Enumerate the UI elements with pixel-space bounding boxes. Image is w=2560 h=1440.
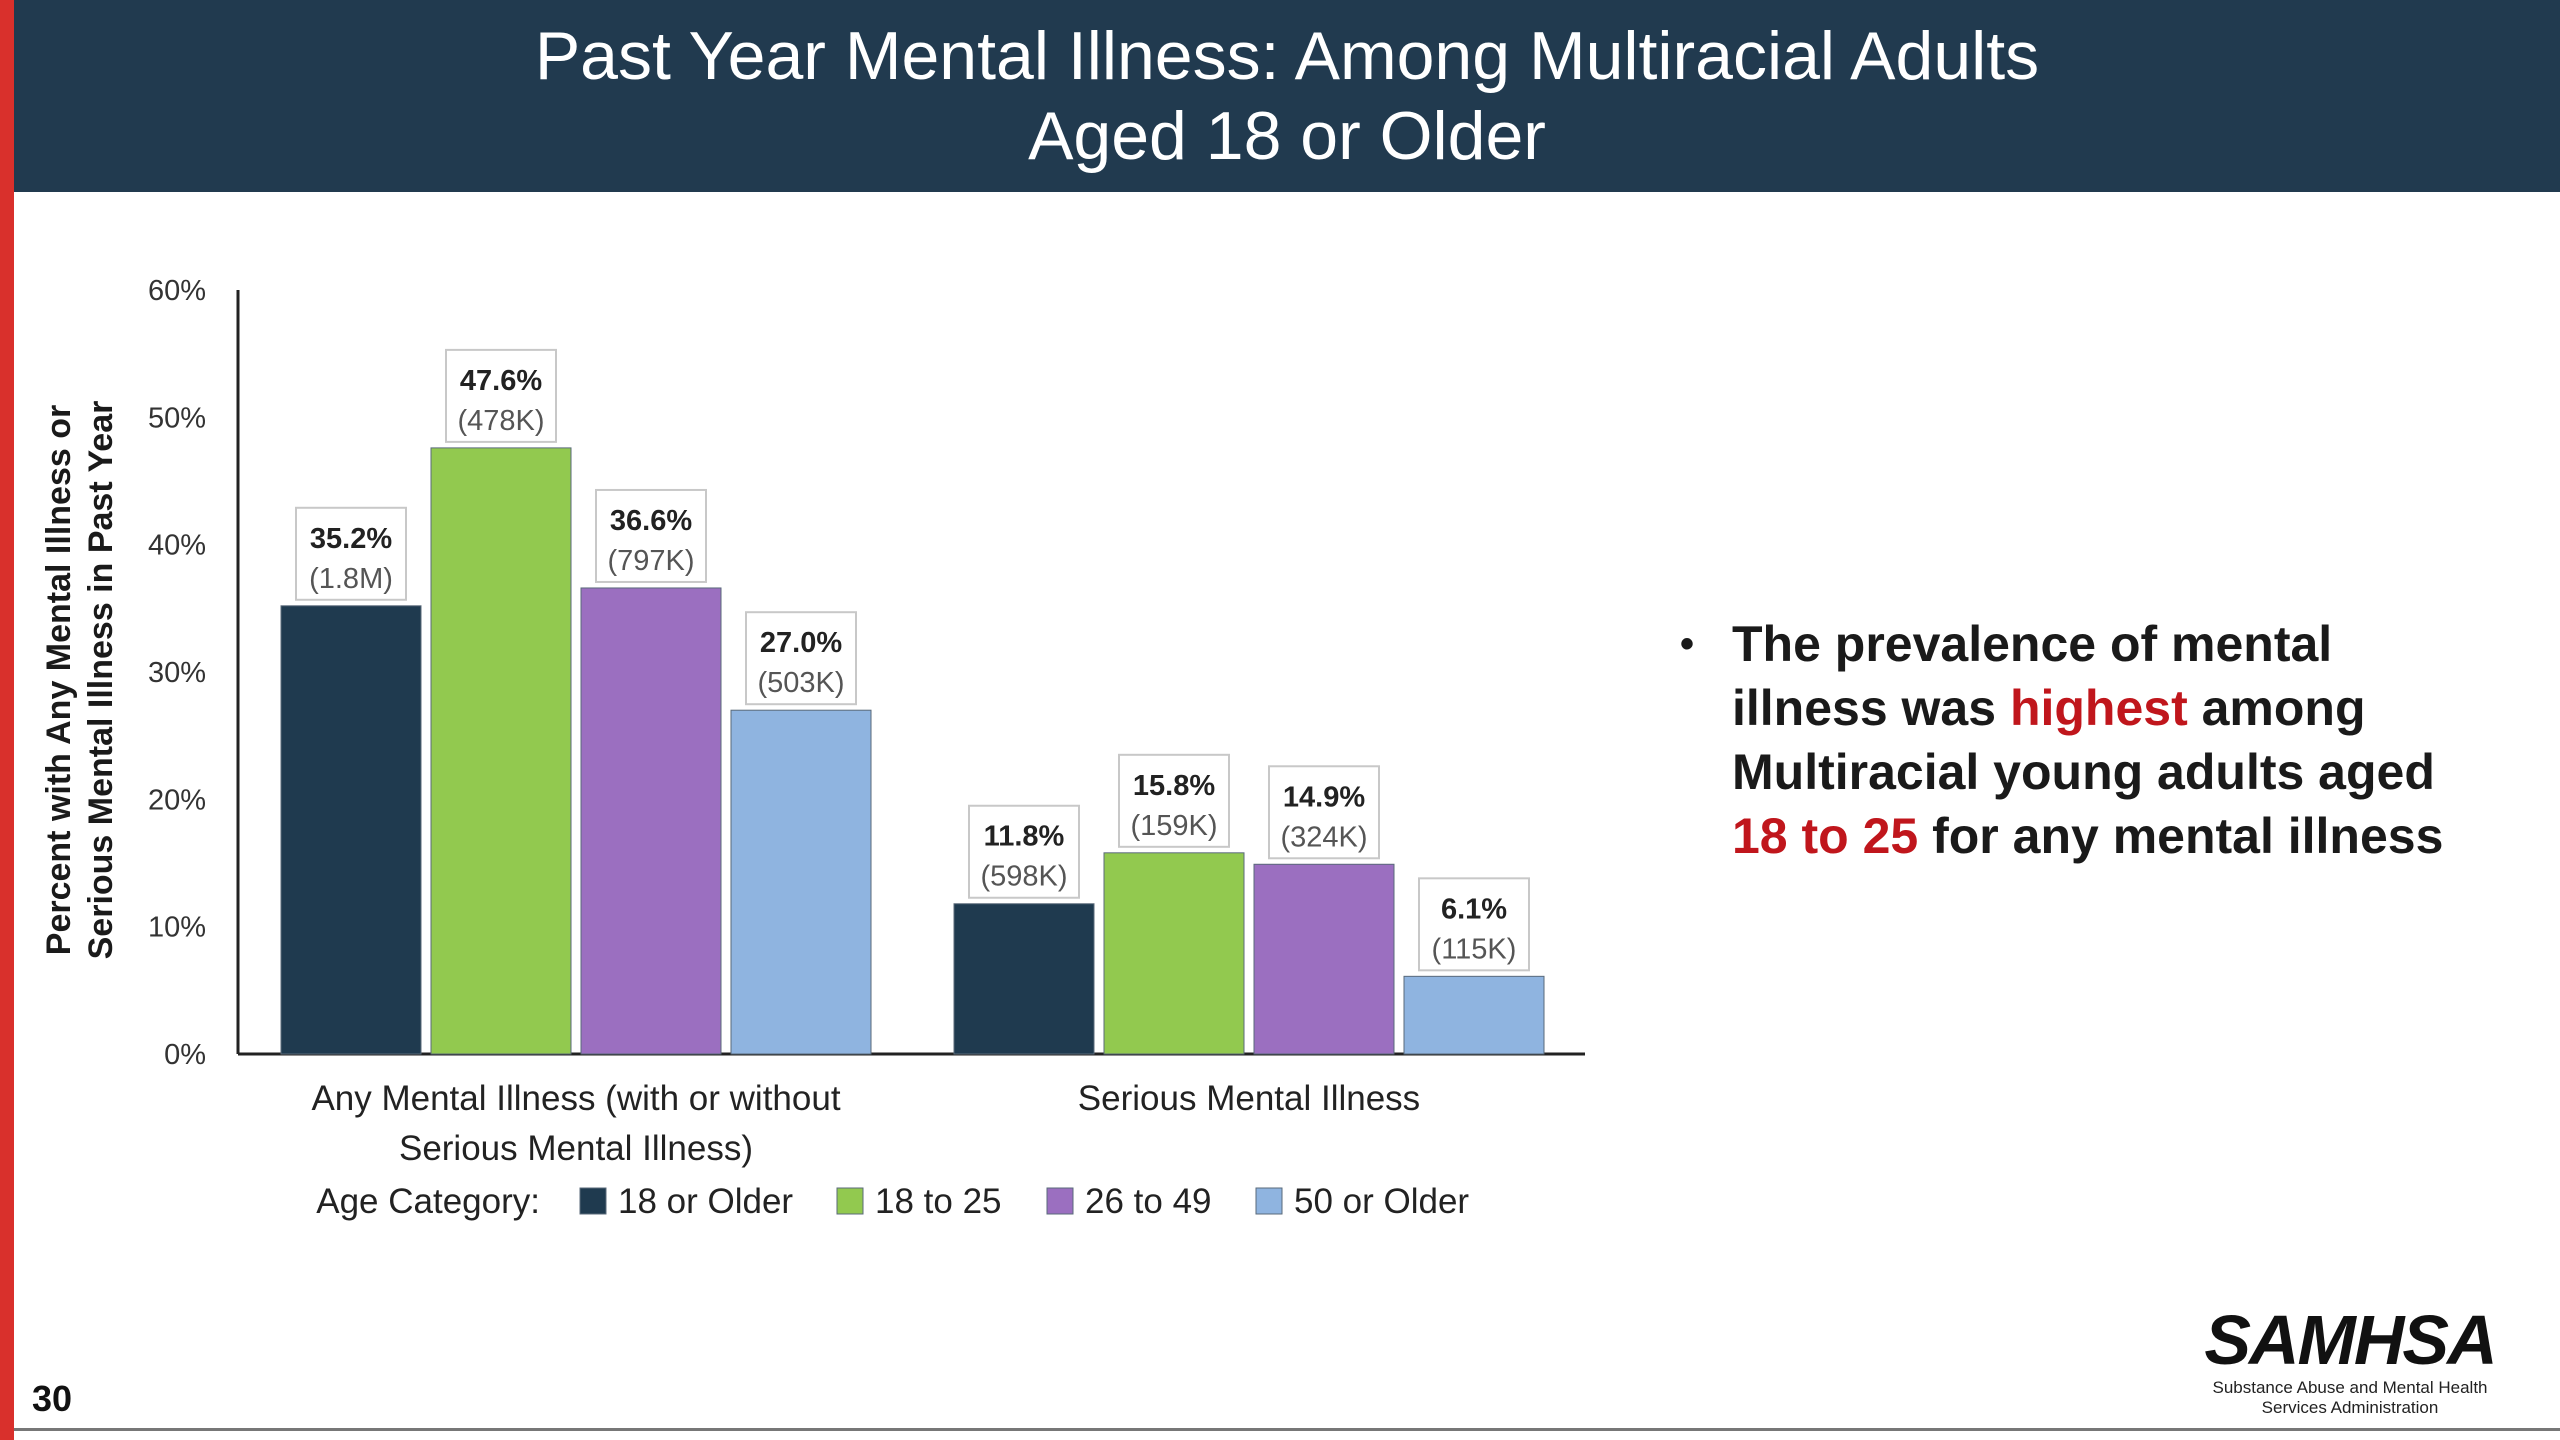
bar [730,709,872,1055]
bullet-text: The prevalence of mental illness was hig… [1732,612,2492,868]
data-label-box [595,488,707,583]
bar-chart: 0% 10% 20% 30% 40% 50% 60% 35.2% (1.8M) 11.8% (598… [20,250,1640,1250]
legend-title: Age Category: [316,1182,540,1221]
data-label-count: (598K) [980,861,1067,893]
bar [280,605,422,1055]
bottom-rule [14,1428,2560,1431]
data-label-count: (478K) [457,405,544,437]
page-number: 30 [32,1378,73,1419]
legend-swatch [1046,1187,1074,1215]
samhsa-logo-subtitle: Substance Abuse and Mental Health Servic… [2200,1378,2500,1418]
y-tick-label: 0% [164,1039,206,1071]
data-label-box [445,348,557,443]
bar [1403,975,1545,1055]
slide-title-line-1: Past Year Mental Illness: Among Multirac… [534,18,2040,94]
data-label-count: (503K) [757,667,844,699]
data-label-value: 6.1% [1441,893,1507,925]
left-accent-stripe [0,0,14,1440]
category-label: Any Mental Illness (with or without [311,1079,840,1118]
legend-label: 26 to 49 [1085,1182,1212,1221]
y-tick-label: 50% [148,402,206,434]
data-label-count: (324K) [1280,821,1367,853]
data-label-box [1268,765,1380,860]
bullet-highlight-highest: highest [2009,680,2188,736]
bullet-dot-icon: • [1680,622,1695,666]
category-label: Serious Mental Illness [1078,1079,1420,1118]
data-label-box [295,506,407,601]
data-label-box [1118,753,1230,848]
data-label-value: 11.8% [984,821,1065,853]
slide-title-line-2: Aged 18 or Older [1028,98,1546,174]
bullet-highlight-age-range: 18 to 25 [1732,808,1919,864]
slide-header: Past Year Mental Illness: Among Multirac… [14,0,2560,192]
bullet-text-part-3: for any mental illness [1918,808,2444,864]
y-tick-label: 10% [148,912,206,944]
data-label-value: 15.8% [1133,770,1215,802]
data-label-value: 35.2% [310,523,392,555]
category-label: Serious Mental Illness) [399,1129,753,1168]
bar [580,587,722,1055]
data-label-value: 36.6% [610,505,692,537]
samhsa-logo: SAMHSA Substance Abuse and Mental Health… [2200,1300,2500,1420]
legend-label: 18 or Older [618,1182,793,1221]
bullet-text-part-1: The prevalence of mental illness was [1732,616,2333,736]
legend-swatch [1255,1187,1283,1215]
bullet-text-part-2: among Multiracial young adults aged [1732,680,2435,800]
data-label-count: (159K) [1130,810,1217,842]
data-label-box [745,611,857,706]
data-label-box [1418,877,1530,972]
data-label-value: 14.9% [1283,781,1365,813]
bar [1253,863,1395,1055]
samhsa-logo-subtitle-line-2: Services Administration [2261,1398,2439,1417]
data-label-value: 47.6% [460,365,542,397]
data-label-value: 27.0% [760,627,842,659]
bar [1103,852,1245,1055]
y-tick-label: 30% [148,657,206,689]
bar-chart-svg: 0% 10% 20% 30% 40% 50% 60% 35.2% (1.8M) 11.8% (598… [148,275,1585,1221]
y-tick-label: 20% [148,784,206,816]
bar [953,903,1095,1055]
data-label-count: (115K) [1432,933,1517,965]
samhsa-logo-subtitle-line-1: Substance Abuse and Mental Health [2212,1378,2488,1397]
bar [430,447,572,1055]
legend-label: 18 to 25 [875,1182,1002,1221]
data-label-count: (797K) [607,545,694,577]
y-tick-label: 60% [148,275,206,307]
legend-label: 50 or Older [1294,1182,1469,1221]
legend-swatch [579,1187,607,1215]
samhsa-logo-mark: SAMHSA [2204,1301,2497,1379]
y-tick-label: 40% [148,530,206,562]
data-label-count: (1.8M) [309,563,393,595]
data-label-box [968,804,1080,899]
legend-swatch [836,1187,864,1215]
